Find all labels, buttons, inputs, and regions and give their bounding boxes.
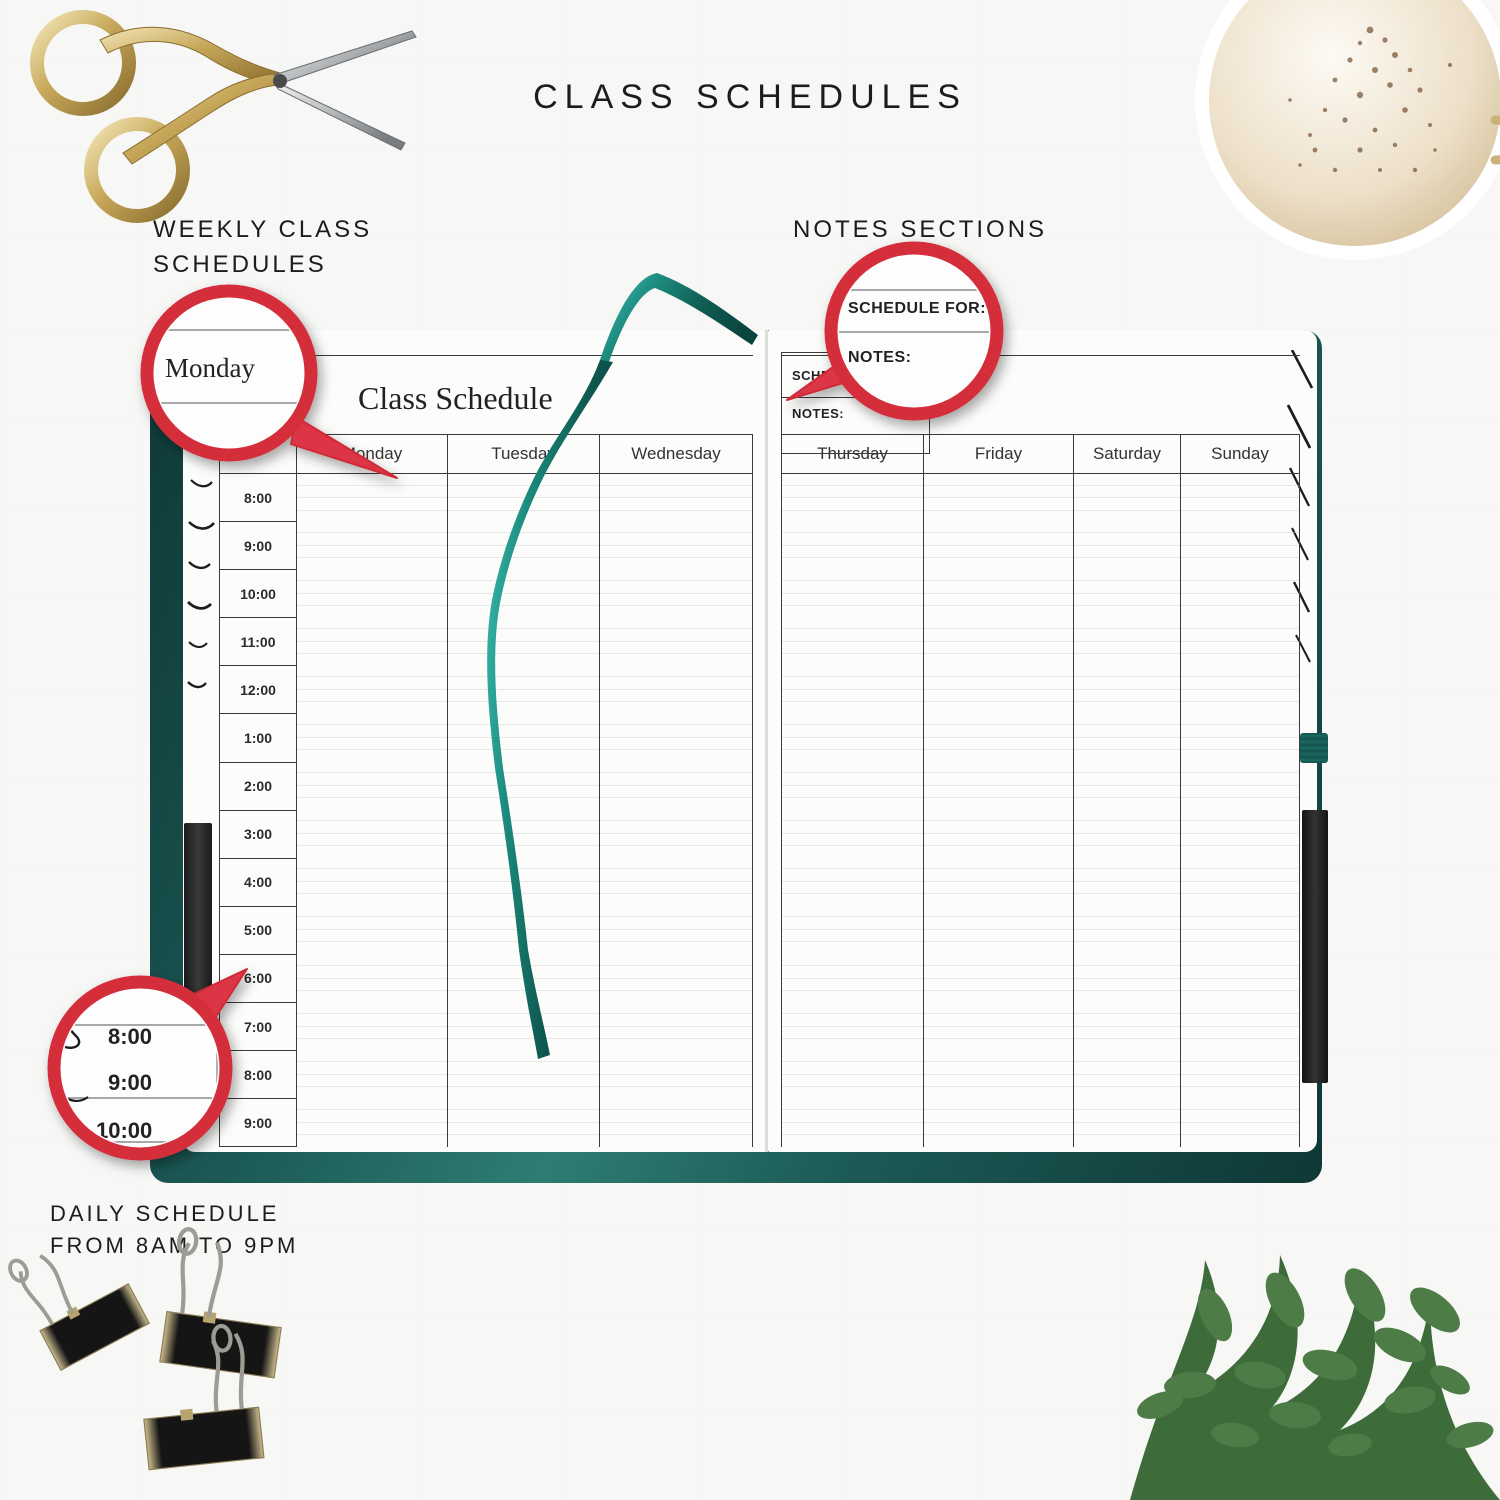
svg-text:9:00: 9:00 [108,1070,152,1095]
svg-text:8:00: 8:00 [108,1024,152,1049]
